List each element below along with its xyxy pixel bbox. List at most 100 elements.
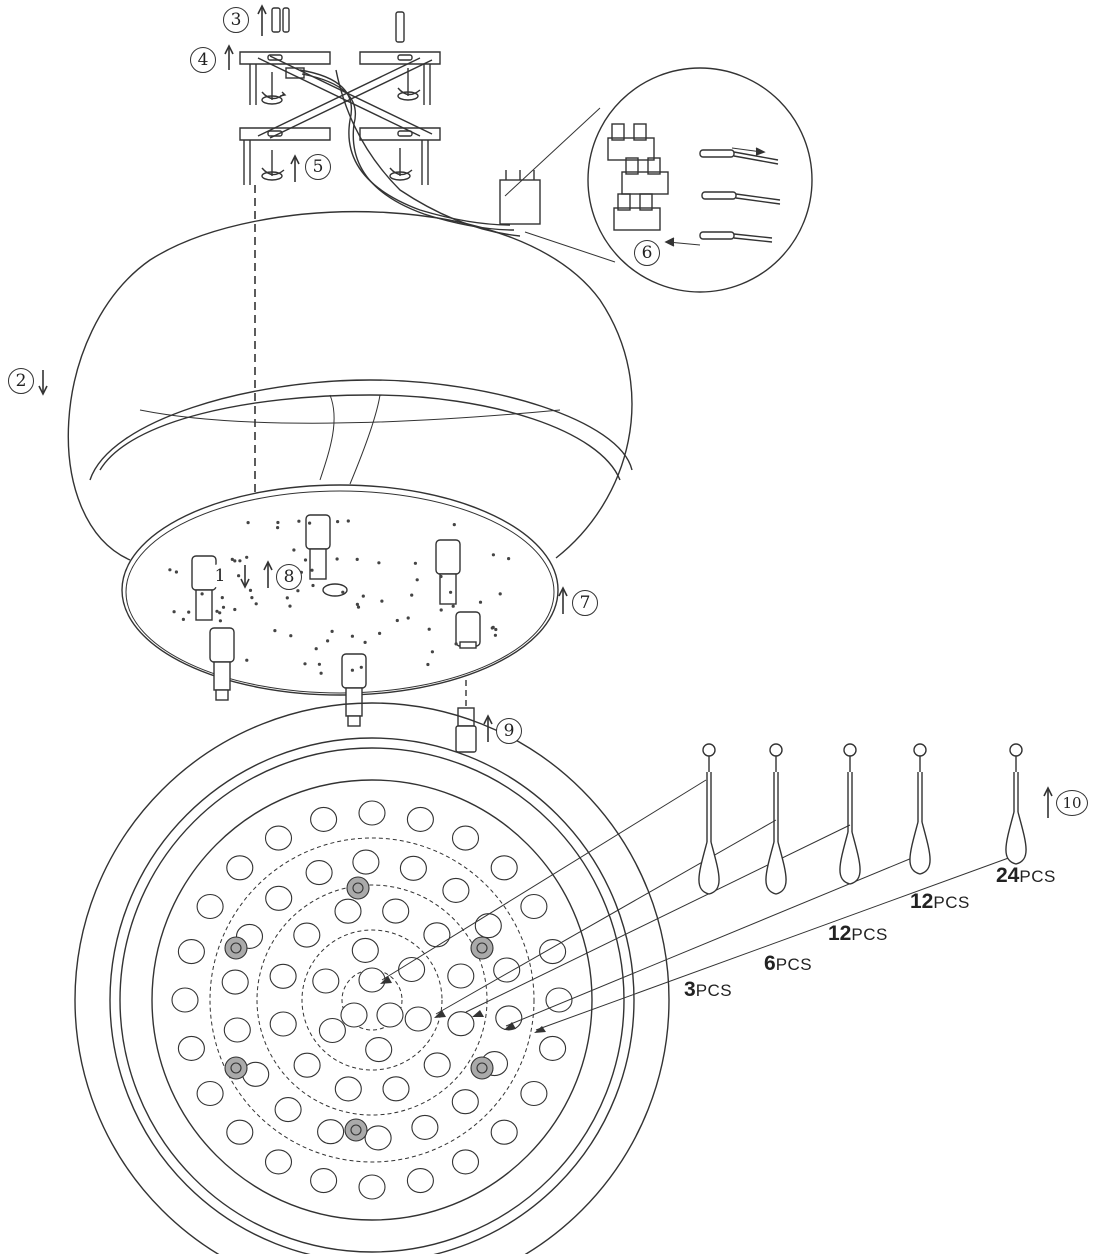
drop-hook [769, 743, 783, 757]
crystal-position-marker [352, 849, 380, 875]
hole-dot [454, 642, 458, 646]
hole-dot [245, 555, 249, 559]
hole-dot [439, 608, 443, 612]
crystal-position-marker [269, 1011, 297, 1037]
fixing-point-inner [352, 882, 364, 894]
crystal-position-marker [317, 1119, 345, 1145]
hole-dot [326, 639, 330, 643]
fixing-point-inner [476, 942, 488, 954]
hole-dot [172, 610, 176, 614]
fixing-point-inner [230, 942, 242, 954]
crystal-position-marker [226, 855, 254, 881]
drop-qty-12b: 12PCS [910, 890, 970, 913]
crystal-position-marker [293, 922, 321, 948]
crystal-position-marker [293, 1052, 321, 1078]
fixing-point [224, 936, 248, 960]
crystal-position-marker [539, 1035, 567, 1061]
crystal-position-marker [177, 1035, 205, 1061]
drop-qty-6: 6PCS [764, 952, 813, 975]
crystal-drop [839, 831, 861, 885]
leader-lines [381, 779, 1015, 1031]
hole-dot [237, 574, 241, 578]
crystal-position-marker [382, 1076, 410, 1102]
hole-dot [355, 557, 359, 562]
crystal-position-marker [226, 1119, 254, 1145]
hole-dot [491, 553, 495, 557]
step-6-label: 6 [634, 240, 660, 266]
hole-dot [311, 583, 315, 588]
hole-dot [378, 631, 382, 636]
crystal-position-marker [451, 1089, 479, 1115]
hole-dot [246, 521, 250, 525]
hole-dot [187, 610, 191, 614]
hole-dot [430, 650, 434, 654]
hole-dot [233, 559, 237, 563]
hole-dot [308, 521, 312, 525]
crystal-position-marker [334, 898, 362, 924]
crystal-position-marker [382, 898, 410, 924]
crystal-position-marker [539, 939, 567, 965]
lamp-socket [191, 514, 481, 753]
hole-dot [297, 519, 301, 523]
hole-dot [498, 592, 502, 596]
fixing-point-inner [230, 1062, 242, 1074]
drop-qty-12a: 12PCS [828, 922, 888, 945]
hole-dot [276, 520, 280, 525]
drop-hook [702, 743, 716, 757]
crystal-position-marker [365, 1037, 393, 1063]
crystal-position-marker [171, 987, 199, 1013]
arrow-icon [380, 976, 546, 1033]
crystal-position-marker [221, 969, 249, 995]
hole-dot [238, 559, 242, 563]
hole-dot [478, 600, 483, 604]
hole-dot [341, 590, 345, 594]
hole-dot [233, 607, 237, 612]
hole-dot [303, 558, 308, 562]
crystal-position-marker [274, 1097, 302, 1123]
connector-detail [499, 67, 813, 293]
drop-hook [1009, 743, 1023, 757]
arrow-icon [263, 560, 273, 571]
crystal-position-marker [447, 963, 475, 989]
hole-dot [494, 627, 498, 632]
arrow-icon [224, 4, 300, 182]
fixing-point [224, 1056, 248, 1080]
crystal-position-marker [264, 825, 293, 851]
hole-dot [288, 604, 292, 608]
fixing-point [346, 876, 370, 900]
crystal-position-marker [399, 855, 427, 881]
crystal-position-marker [490, 855, 518, 881]
crystal-position-marker [520, 1080, 548, 1107]
crystal-position-marker [520, 893, 548, 920]
crystal-drops [698, 743, 1027, 895]
hole-dot [276, 526, 280, 530]
step-9-label: 9 [496, 718, 522, 744]
crystal-position-marker [404, 1006, 432, 1032]
hole-dot [346, 519, 350, 523]
hole-dot [289, 634, 293, 638]
arrow-icon [483, 714, 493, 725]
hole-dot [273, 629, 277, 633]
hole-dot [427, 627, 431, 631]
hole-dot [449, 590, 453, 594]
arrow-icon [240, 578, 250, 589]
hole-dot [292, 548, 296, 552]
drop-qty-3: 3PCS [684, 978, 733, 1001]
step-7-label: 7 [572, 590, 598, 616]
fixing-point [470, 936, 494, 960]
crystal-position-marker [358, 800, 386, 826]
hole-dot [336, 520, 340, 524]
hole-dot [410, 593, 414, 597]
hole-dot [356, 605, 361, 609]
crystal-position-marker [223, 1017, 251, 1043]
hole-dot [380, 599, 384, 603]
crystal-position-marker [196, 1080, 224, 1107]
hole-dot [451, 604, 455, 608]
hole-dot [330, 629, 334, 634]
hole-dot [350, 668, 354, 672]
hole-dot [200, 592, 204, 596]
hole-dot [230, 557, 234, 562]
fixing-point-inner [350, 1124, 362, 1136]
hole-dot [335, 557, 339, 561]
hole-dot [350, 634, 354, 638]
